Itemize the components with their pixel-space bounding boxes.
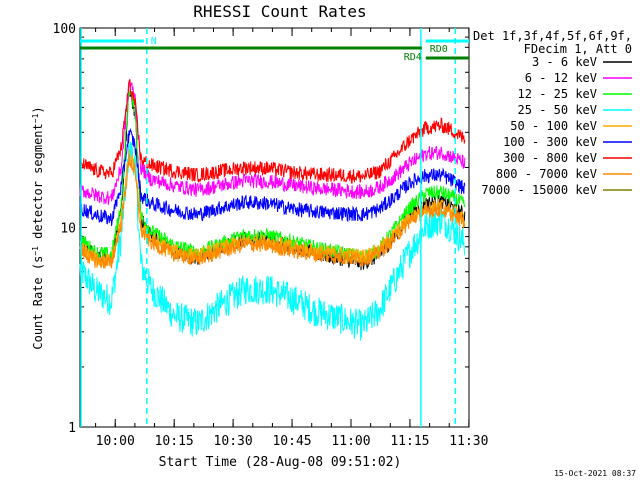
legend: 3 - 6 keV 6 - 12 keV 12 - 25 keV 25 - 50 ke… (481, 55, 632, 197)
y-axis-label-exp2: −1 (31, 113, 40, 123)
series-line (79, 79, 466, 184)
x-tick-label: 11:30 (449, 434, 488, 449)
x-axis-label: Start Time (28-Aug-08 09:51:02) (159, 455, 402, 470)
legend-header-line-2: FDecim 1, Att 0 (524, 42, 632, 56)
y-axis-label: Count Rate (s−1 detector segment−1) (31, 106, 46, 349)
rd0-label: RD0 (430, 44, 448, 55)
y-axis-label-rest: detector segment (31, 123, 45, 246)
legend-entry-label: 800 - 7000 keV (496, 167, 597, 181)
series-layer (79, 78, 466, 341)
rd4-label: RD4 (404, 52, 422, 63)
y-tick-label: 100 (53, 22, 76, 37)
y-axis-label-main: Count Rate (s (31, 256, 45, 350)
series-line (79, 140, 466, 341)
x-tick-label: 10:30 (214, 434, 253, 449)
x-tick-label: 10:00 (96, 434, 135, 449)
series-line (79, 89, 466, 264)
generated-timestamp: 15-Oct-2021 08:37 (554, 469, 636, 478)
y-axis-label-end: ) (31, 106, 45, 113)
legend-entry-label: 25 - 50 keV (518, 103, 597, 117)
legend-entry-label: 7000 - 15000 keV (481, 183, 597, 197)
series-line (79, 78, 466, 205)
legend-entry-label: 100 - 300 keV (503, 135, 597, 149)
legend-entry-label: 12 - 25 keV (518, 87, 597, 101)
x-tick-label: 10:15 (155, 434, 194, 449)
legend-entry-label: 50 - 100 keV (510, 119, 597, 133)
x-tick-label: 11:00 (331, 434, 370, 449)
legend-entry-label: 300 - 800 keV (503, 151, 597, 165)
annotation-layer: N RD0 RD4 (80, 28, 469, 427)
x-tick-label: 10:45 (272, 434, 311, 449)
series-line (79, 153, 466, 269)
y-axis-label-exp1: −1 (31, 246, 40, 256)
y-tick-label: 1 (68, 421, 76, 436)
series-line (79, 127, 466, 226)
y-tick-label: 10 (60, 222, 76, 237)
n-label: N (151, 36, 157, 47)
chart-title: RHESSI Count Rates (193, 2, 366, 21)
legend-entry-label: 6 - 12 keV (525, 71, 597, 85)
legend-header-line-1: Det 1f,3f,4f,5f,6f,9f, (473, 29, 632, 43)
legend-entry-label: 3 - 6 keV (532, 55, 597, 69)
x-axis: 10:00 10:15 10:30 10:45 11:00 11:15 11:30 (95, 28, 488, 449)
x-tick-label: 11:15 (390, 434, 429, 449)
